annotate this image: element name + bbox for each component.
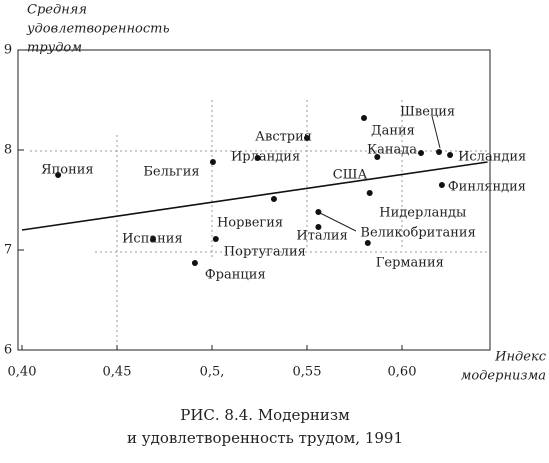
point-label: Испания [122,232,183,247]
point-label: Нидерланды [379,206,466,221]
point [191,260,198,266]
point [418,150,424,156]
point-label: Норвегия [217,216,283,231]
trend-line [21,161,488,231]
point-label: Бельгия [143,165,199,180]
point [315,209,322,215]
point [209,159,216,165]
y-axis-label: удовлетворенность [26,22,170,37]
point-label: Исландия [458,150,526,165]
point-label: Германия [376,256,444,271]
point-label: Великобритания [360,226,475,241]
leader [431,115,441,149]
point-label: Канада [367,143,417,158]
point [212,236,219,242]
point-label: Финляндия [448,180,526,195]
y-tick-label: 6 [4,343,12,358]
point-label: Швеция [400,105,455,120]
x-tick-label: 0,45 [103,365,132,380]
point [374,154,381,160]
point-label: Италия [296,229,347,244]
point-label: США [333,168,368,183]
plot-frame [17,49,491,351]
y-tick-label: 8 [4,143,12,158]
point-label: Дания [371,124,415,139]
point [366,190,373,196]
y-axis-label: трудом [27,41,82,56]
point-label: Япония [41,163,94,178]
point [436,149,443,155]
point [254,155,261,161]
point-label: Ирландия [231,150,300,165]
x-tick-label: 0,40 [8,365,37,380]
leader [317,211,357,232]
point [150,236,157,242]
x-tick-label: 0,55 [293,365,322,380]
point-label: Португалия [224,245,306,260]
point [270,196,277,202]
y-tick-label: 9 [4,43,12,58]
point [55,172,62,178]
y-tick-label: 7 [4,243,12,258]
y-axis-label: Средняя [27,3,87,18]
point [438,182,445,188]
point [315,224,322,230]
point-label: Франция [205,268,266,283]
x-axis-label: Индекс [494,350,547,365]
point [447,152,454,158]
x-tick-label: 0,60 [388,365,417,380]
caption: и удовлетворенность трудом, 1991 [127,429,403,447]
x-axis-label: модернизма [461,369,546,384]
point [364,240,371,246]
caption: РИС. 8.4. Модернизм [180,406,350,424]
point-label: Австрия [255,130,312,145]
point [304,135,310,141]
x-tick-label: 0,5, [200,365,225,380]
point [361,115,367,121]
